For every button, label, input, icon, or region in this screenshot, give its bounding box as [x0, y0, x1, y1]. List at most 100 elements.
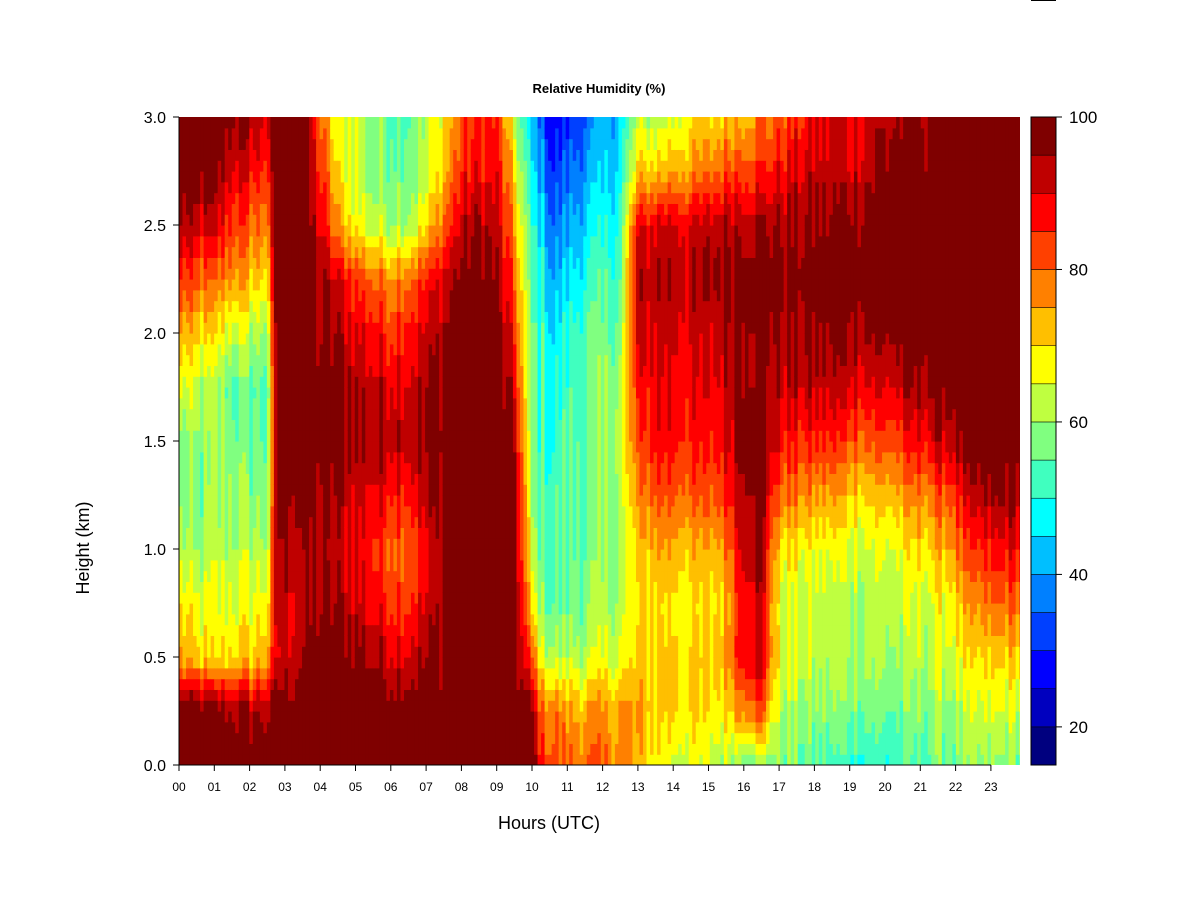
- heatmap-cell: [231, 246, 236, 258]
- heatmap-cell: [189, 657, 194, 669]
- heatmap-cell: [403, 354, 409, 366]
- heatmap-cell: [361, 149, 366, 161]
- heatmap-cell: [351, 559, 356, 572]
- heatmap-cell: [361, 732, 366, 744]
- heatmap-cell: [287, 635, 293, 647]
- heatmap-cell: [347, 462, 352, 474]
- heatmap-cell: [446, 451, 451, 464]
- heatmap-cell: [354, 559, 359, 572]
- heatmap-cell: [403, 462, 409, 474]
- heatmap-cell: [365, 700, 370, 712]
- heatmap-cell: [354, 279, 359, 291]
- heatmap-cell: [266, 376, 271, 388]
- heatmap-cell: [418, 505, 423, 518]
- heatmap-cell: [316, 149, 321, 161]
- heatmap-cell: [330, 581, 335, 593]
- heatmap-cell: [333, 268, 338, 280]
- heatmap-cell: [354, 214, 359, 226]
- heatmap-cell: [186, 430, 191, 442]
- heatmap-cell: [270, 473, 275, 485]
- heatmap-cell: [379, 743, 384, 755]
- heatmap-cell: [200, 743, 205, 755]
- heatmap-cell: [442, 473, 447, 485]
- heatmap-cell: [280, 700, 286, 712]
- heatmap-cell: [189, 365, 194, 377]
- heatmap-cell: [221, 441, 226, 453]
- heatmap-cell: [467, 721, 472, 734]
- heatmap-cell: [179, 635, 184, 647]
- heatmap-cell: [337, 246, 342, 258]
- heatmap-cell: [337, 635, 342, 647]
- heatmap-cell: [333, 462, 338, 474]
- heatmap-cell: [207, 473, 212, 485]
- heatmap-cell: [449, 473, 454, 485]
- heatmap-cell: [256, 289, 261, 302]
- heatmap-cell: [358, 451, 363, 464]
- heatmap-cell: [238, 138, 243, 150]
- heatmap-cell: [389, 171, 395, 183]
- heatmap-cell: [460, 225, 465, 237]
- heatmap-cell: [347, 365, 352, 377]
- heatmap-cell: [273, 592, 279, 604]
- heatmap-cell: [347, 700, 352, 712]
- heatmap-cell: [432, 473, 437, 485]
- heatmap-cell: [214, 559, 219, 572]
- heatmap-cell: [330, 689, 335, 701]
- heatmap-cell: [217, 311, 222, 323]
- heatmap-cell: [400, 117, 405, 129]
- heatmap-cell: [316, 732, 321, 744]
- heatmap-cell: [270, 203, 275, 215]
- heatmap-cell: [365, 646, 370, 658]
- heatmap-cell: [407, 408, 412, 420]
- heatmap-cell: [196, 549, 201, 561]
- heatmap-cell: [344, 549, 349, 561]
- heatmap-cell: [365, 721, 370, 734]
- heatmap-cell: [347, 333, 352, 345]
- heatmap-cell: [252, 538, 257, 550]
- heatmap-cell: [333, 516, 338, 528]
- heatmap-cell: [333, 235, 338, 248]
- heatmap-cell: [298, 603, 303, 615]
- heatmap-cell: [460, 171, 465, 183]
- heatmap-cell: [189, 343, 194, 356]
- heatmap-cell: [302, 354, 307, 366]
- heatmap-cell: [323, 117, 328, 129]
- heatmap-cell: [193, 289, 198, 302]
- heatmap-cell: [442, 624, 447, 636]
- heatmap-cell: [295, 289, 300, 302]
- heatmap-cell: [280, 678, 286, 690]
- heatmap-cell: [446, 700, 451, 712]
- heatmap-cell: [210, 570, 215, 582]
- heatmap-cell: [435, 441, 440, 453]
- heatmap-cell: [189, 354, 194, 366]
- heatmap-cell: [418, 441, 423, 453]
- heatmap-cell: [245, 430, 250, 442]
- heatmap-cell: [467, 441, 472, 453]
- heatmap-cell: [287, 343, 293, 356]
- heatmap-cell: [382, 721, 388, 734]
- heatmap-cell: [389, 689, 395, 701]
- heatmap-cell: [439, 354, 444, 366]
- heatmap-cell: [368, 268, 373, 280]
- heatmap-cell: [312, 397, 317, 410]
- heatmap-cell: [351, 441, 356, 453]
- heatmap-cell: [323, 527, 328, 539]
- heatmap-cell: [449, 246, 454, 258]
- heatmap-cell: [396, 538, 402, 550]
- heatmap-cell: [231, 311, 236, 323]
- heatmap-cell: [449, 268, 454, 280]
- heatmap-cell: [340, 289, 345, 302]
- heatmap-cell: [340, 624, 345, 636]
- heatmap-cell: [393, 171, 398, 183]
- heatmap-cell: [330, 711, 335, 723]
- heatmap-cell: [263, 754, 268, 765]
- heatmap-cell: [439, 397, 444, 410]
- heatmap-cell: [179, 592, 184, 604]
- heatmap-cell: [249, 743, 254, 755]
- heatmap-cell: [453, 603, 458, 615]
- heatmap-cell: [214, 592, 219, 604]
- heatmap-cell: [453, 268, 458, 280]
- heatmap-cell: [418, 538, 423, 550]
- heatmap-cell: [245, 495, 250, 507]
- heatmap-cell: [386, 559, 391, 572]
